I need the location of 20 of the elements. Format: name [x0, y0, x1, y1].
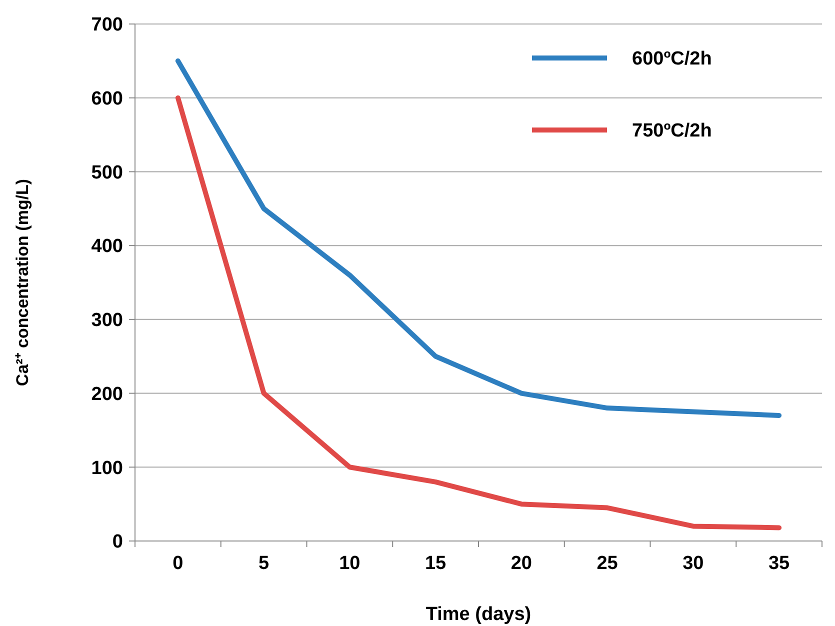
y-tick-label: 500	[91, 162, 123, 184]
y-tick-label: 100	[91, 458, 123, 479]
y-tick-label: 300	[91, 310, 123, 332]
x-axis-title: Time (days)	[426, 604, 532, 625]
y-tick-label: 600	[91, 88, 123, 110]
x-tick-label: 5	[258, 553, 270, 574]
x-tick-label: 20	[510, 553, 532, 574]
y-axis-title: Ca²⁺ concentration (mg/L)	[13, 178, 32, 386]
y-tick-label: 0	[112, 532, 123, 553]
legend-label: 600ºC/2h	[632, 48, 712, 70]
x-tick-label: 35	[768, 553, 790, 574]
x-tick-label: 25	[596, 553, 618, 574]
y-tick-label: 200	[91, 384, 123, 405]
x-tick-label: 15	[424, 553, 447, 574]
x-tick-label: 0	[172, 553, 184, 574]
x-tick-label: 30	[682, 553, 704, 574]
y-tick-label: 400	[91, 236, 123, 258]
legend-label: 750ºC/2h	[632, 120, 712, 142]
y-tick-label: 700	[91, 14, 123, 36]
x-tick-label: 10	[339, 553, 360, 574]
